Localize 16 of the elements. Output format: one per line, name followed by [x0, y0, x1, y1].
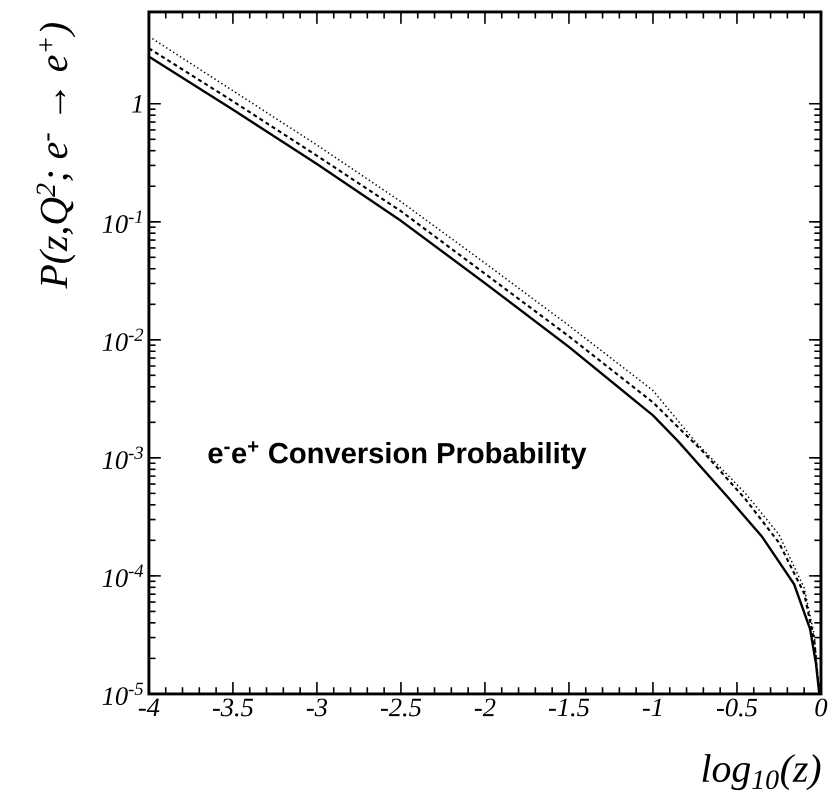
x-tick-label: -3.5 — [212, 698, 254, 716]
y-tick-label: 10$^{-2}$ — [102, 328, 144, 352]
y-axis-title: P(z,Q$^{2}$; e$^{-}$ → e$^{+}$) — [36, 23, 76, 289]
x-tick-label: -0.5 — [716, 698, 758, 717]
x-tick-label: -2.5 — [380, 698, 422, 716]
annotation: e$^{-}$e$^{+}$ Conversion Probability — [208, 441, 586, 470]
y-tick-label: 10$^{-4}$ — [102, 564, 144, 588]
y-tick-label: 1 — [132, 94, 142, 112]
x-tick-label: -3 — [306, 698, 328, 716]
x-tick-label: -2 — [474, 698, 496, 716]
y-tick-label: 10$^{-1}$ — [102, 210, 142, 233]
x-tick-label: -1.5 — [548, 698, 590, 716]
x-axis-title: log$_{10}$(z) — [702, 754, 820, 790]
x-tick-label: 0 — [815, 698, 828, 716]
x-tick-label: -1 — [642, 698, 662, 716]
y-tick-label: 10$^{-3}$ — [102, 446, 143, 470]
